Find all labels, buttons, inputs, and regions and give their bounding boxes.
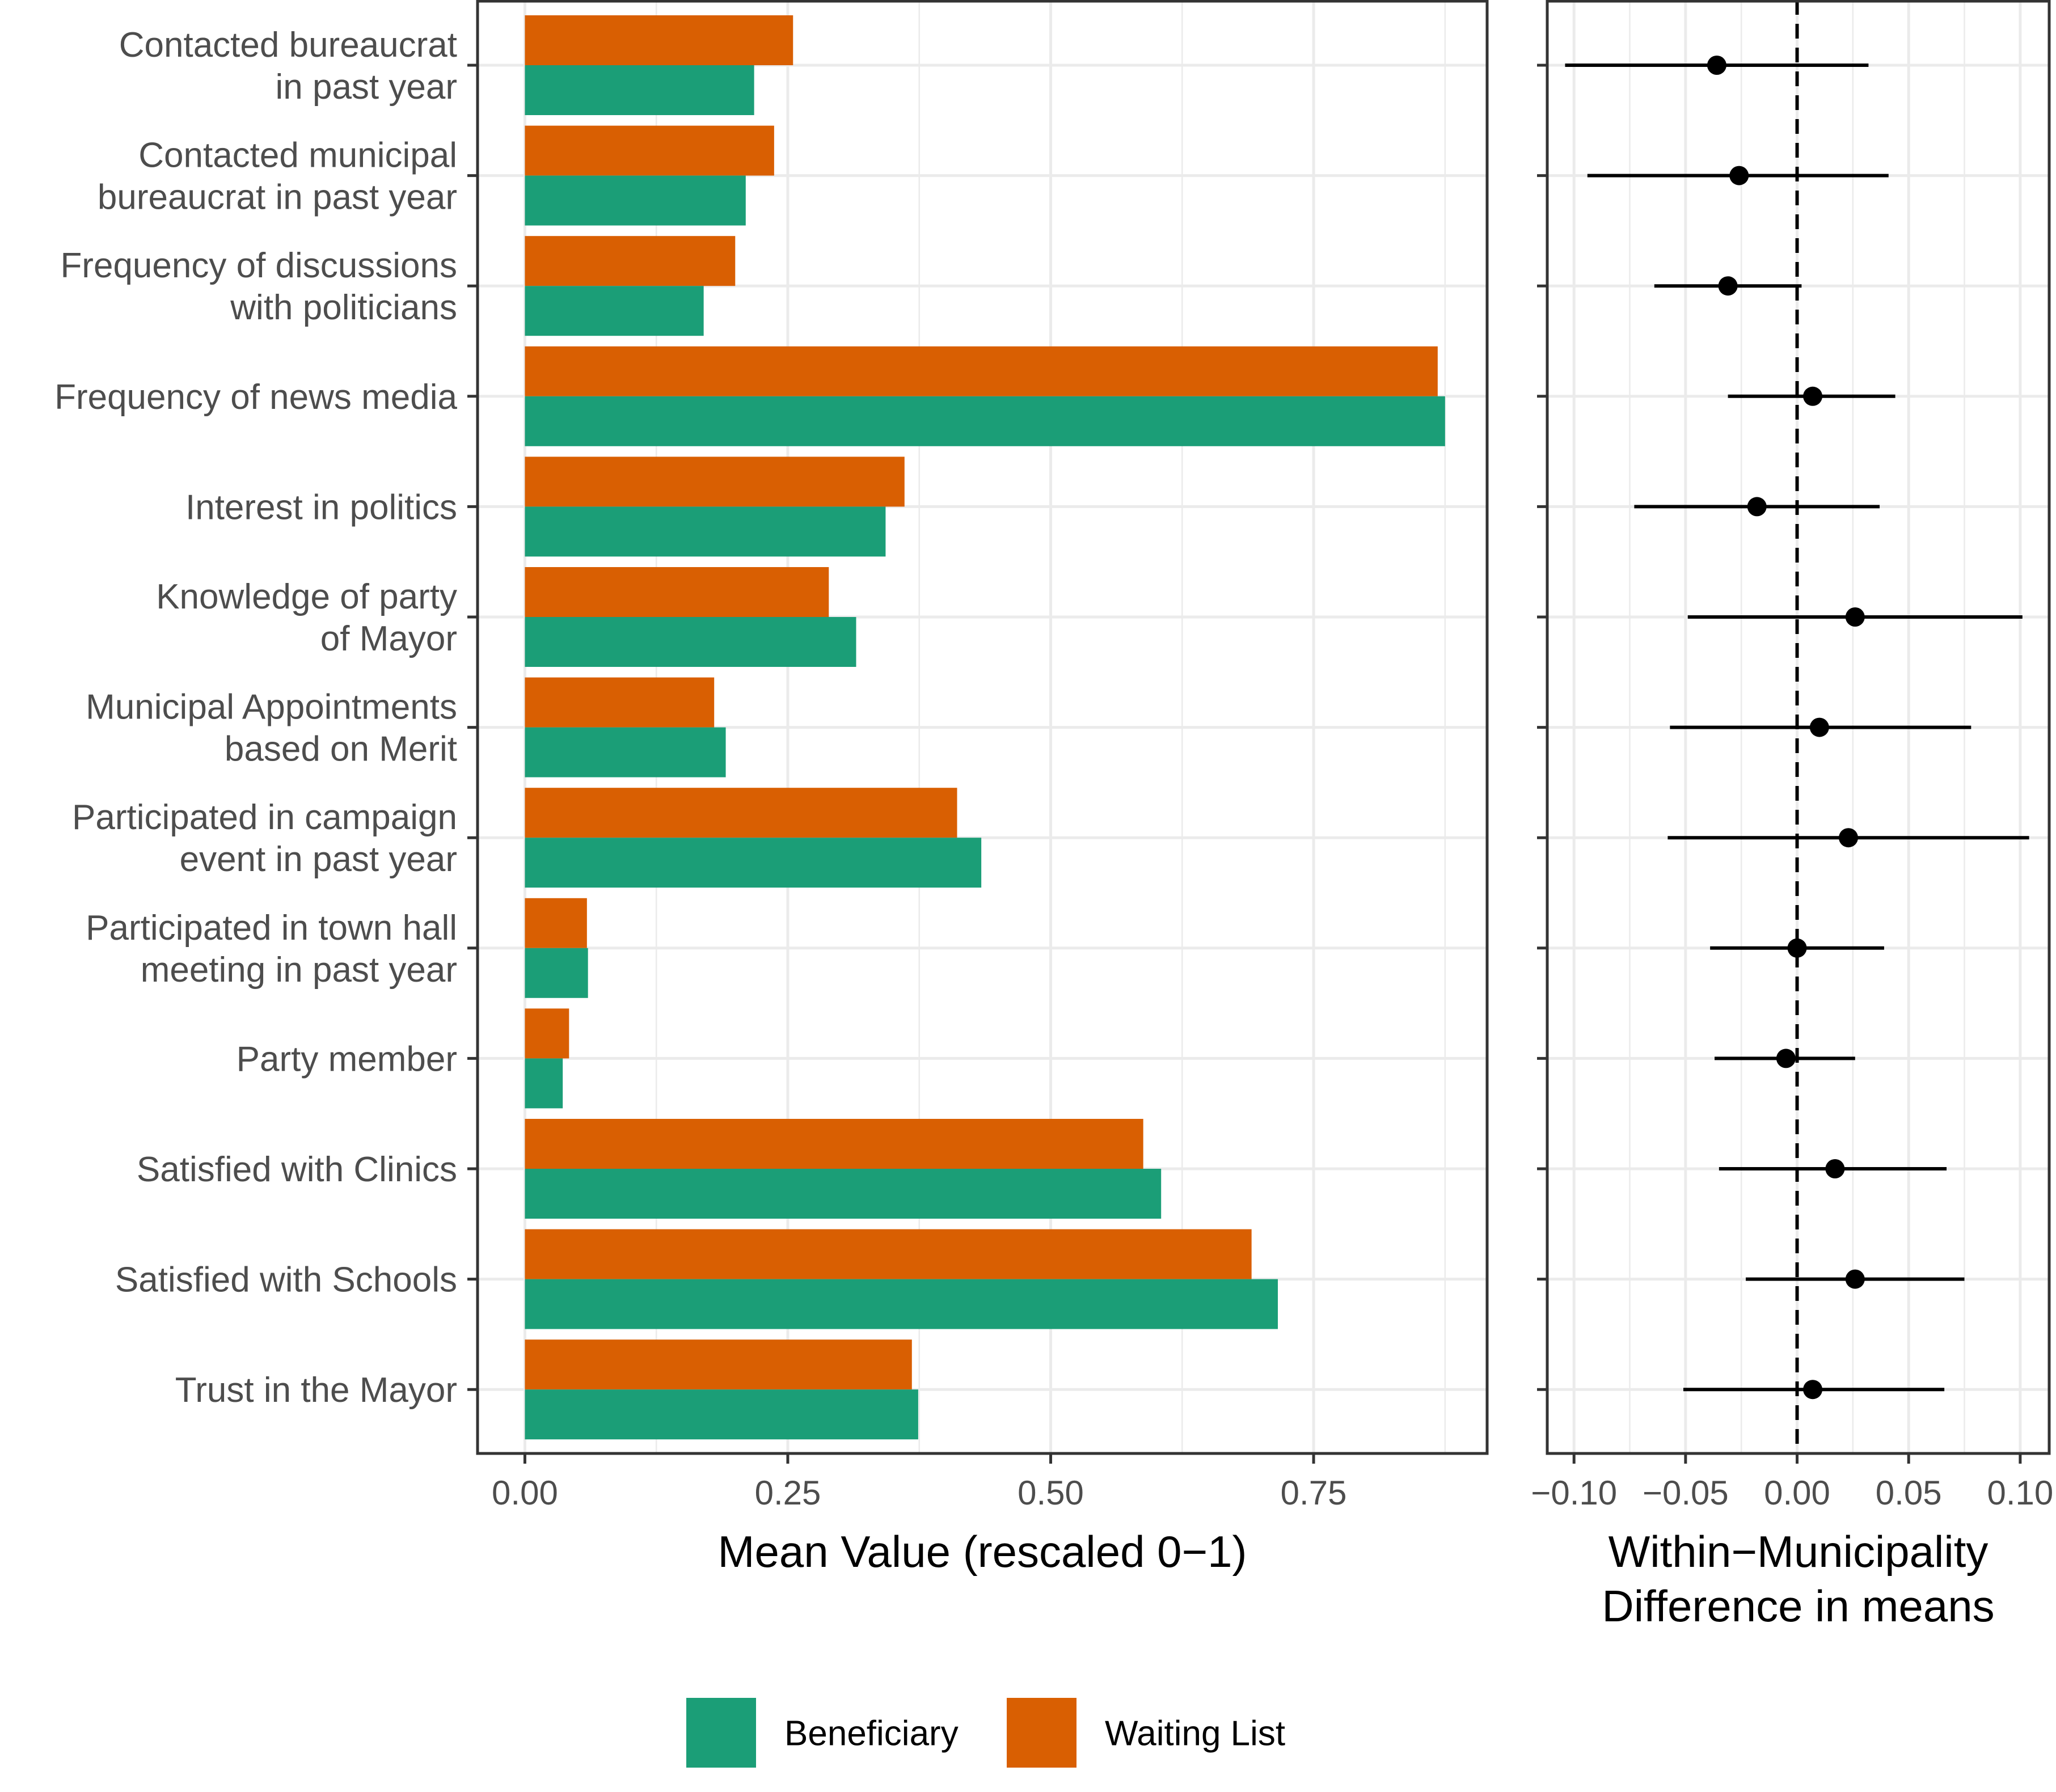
bar-waiting-list-contacted-municipal-bureaucrat-in-past-year (525, 125, 774, 176)
bar-waiting-list-satisfied-with-clinics (525, 1119, 1143, 1169)
bar-beneficiary-interest-in-politics (525, 506, 886, 557)
category-label: Satisfied with Schools (115, 1261, 457, 1300)
bar-waiting-list-frequency-of-discussions-with-politicians (525, 236, 736, 286)
bar-beneficiary-frequency-of-discussions-with-politicians (525, 286, 704, 336)
bar-beneficiary-participated-in-town-hall-meeting-in-past-year (525, 948, 588, 998)
bar-waiting-list-participated-in-town-hall-meeting-in-past-year (525, 898, 587, 948)
x-tick-label: −0.05 (1643, 1474, 1729, 1512)
bar-beneficiary-frequency-of-news-media (525, 396, 1445, 446)
bar-beneficiary-satisfied-with-schools (525, 1279, 1278, 1329)
bar-beneficiary-knowledge-of-party-of-mayor (525, 617, 856, 667)
x-tick-label: 0.05 (1876, 1474, 1942, 1512)
estimate-point-participated-in-town-hall-meeting-in-past-year (1787, 938, 1807, 958)
legend-label: Beneficiary (784, 1714, 959, 1753)
x-tick-label: 0.00 (1764, 1474, 1830, 1512)
bar-beneficiary-trust-in-the-mayor (525, 1389, 918, 1440)
x-tick-label: 0.50 (1018, 1474, 1084, 1512)
x-tick-label: 0.25 (755, 1474, 821, 1512)
legend-label: Waiting List (1105, 1714, 1285, 1753)
category-label: Satisfied with Clinics (137, 1150, 457, 1189)
bar-beneficiary-municipal-appointments-based-on-merit (525, 727, 726, 777)
category-label: Participated in town hall meeting in past… (86, 908, 457, 990)
bar-waiting-list-participated-in-campaign-event-in-past-year (525, 788, 957, 838)
estimate-point-trust-in-the-mayor (1803, 1380, 1823, 1400)
legend-item-waiting-list: Waiting List (1007, 1698, 1285, 1768)
category-label: Trust in the Mayor (175, 1371, 457, 1410)
bar-waiting-list-municipal-appointments-based-on-merit (525, 677, 715, 728)
category-label: Contacted municipal bureaucrat in past ye… (98, 136, 457, 217)
estimate-point-municipal-appointments-based-on-merit (1809, 717, 1829, 737)
bar-waiting-list-interest-in-politics (525, 457, 905, 507)
estimate-point-satisfied-with-schools (1845, 1269, 1865, 1289)
legend-key (1007, 1698, 1076, 1768)
bar-waiting-list-party-member (525, 1008, 569, 1059)
category-label: Knowledge of party of Mayor (156, 577, 457, 658)
x-axis-title: Within−Municipality Difference in means (1602, 1527, 1994, 1631)
bar-waiting-list-satisfied-with-schools (525, 1229, 1252, 1279)
category-label: Contacted bureaucrat in past year (119, 26, 457, 107)
estimate-point-party-member (1776, 1049, 1796, 1068)
estimate-point-frequency-of-discussions-with-politicians (1718, 276, 1738, 296)
bar-waiting-list-knowledge-of-party-of-mayor (525, 567, 829, 617)
x-tick-label: −0.10 (1531, 1474, 1617, 1512)
difference-panel: −0.10 −0.05 0.00 0.05 0.10 Within−Municipalit… (1531, 0, 2053, 1631)
bar-beneficiary-satisfied-with-clinics (525, 1169, 1162, 1219)
estimate-point-contacted-bureaucrat-in-past-year (1707, 56, 1726, 75)
bar-beneficiary-party-member (525, 1058, 563, 1109)
bar-waiting-list-frequency-of-news-media (525, 346, 1438, 396)
x-tick-label: 0.10 (1987, 1474, 2053, 1512)
category-label: Participated in campaign event in past ye… (72, 798, 457, 879)
estimate-point-interest-in-politics (1747, 497, 1767, 517)
estimate-point-participated-in-campaign-event-in-past-year (1839, 828, 1858, 848)
category-label: Frequency of news media (54, 378, 457, 417)
x-tick-label: 0.00 (492, 1474, 558, 1512)
estimate-point-satisfied-with-clinics (1825, 1159, 1845, 1178)
legend: Beneficiary Waiting List (686, 1698, 1285, 1768)
bar-beneficiary-contacted-bureaucrat-in-past-year (525, 65, 754, 115)
bar-beneficiary-participated-in-campaign-event-in-past-year (525, 838, 982, 888)
legend-key (686, 1698, 756, 1768)
estimate-point-contacted-municipal-bureaucrat-in-past-year (1729, 166, 1749, 185)
bar-panel: Contacted bureaucrat in past year Contacte… (54, 0, 1489, 1577)
x-tick-label: 0.75 (1281, 1474, 1347, 1512)
bar-beneficiary-contacted-municipal-bureaucrat-in-past-year (525, 175, 746, 226)
category-label: Party member (237, 1039, 457, 1079)
estimate-point-knowledge-of-party-of-mayor (1845, 607, 1865, 627)
bar-waiting-list-trust-in-the-mayor (525, 1339, 912, 1390)
category-label: Frequency of discussions with politicians (60, 246, 457, 327)
category-label: Interest in politics (185, 488, 457, 527)
x-axis-title: Mean Value (rescaled 0−1) (718, 1527, 1247, 1577)
estimate-point-frequency-of-news-media (1803, 386, 1823, 406)
category-label: Municipal Appointments based on Merit (86, 688, 457, 769)
bar-waiting-list-contacted-bureaucrat-in-past-year (525, 15, 793, 65)
legend-item-beneficiary: Beneficiary (686, 1698, 959, 1768)
